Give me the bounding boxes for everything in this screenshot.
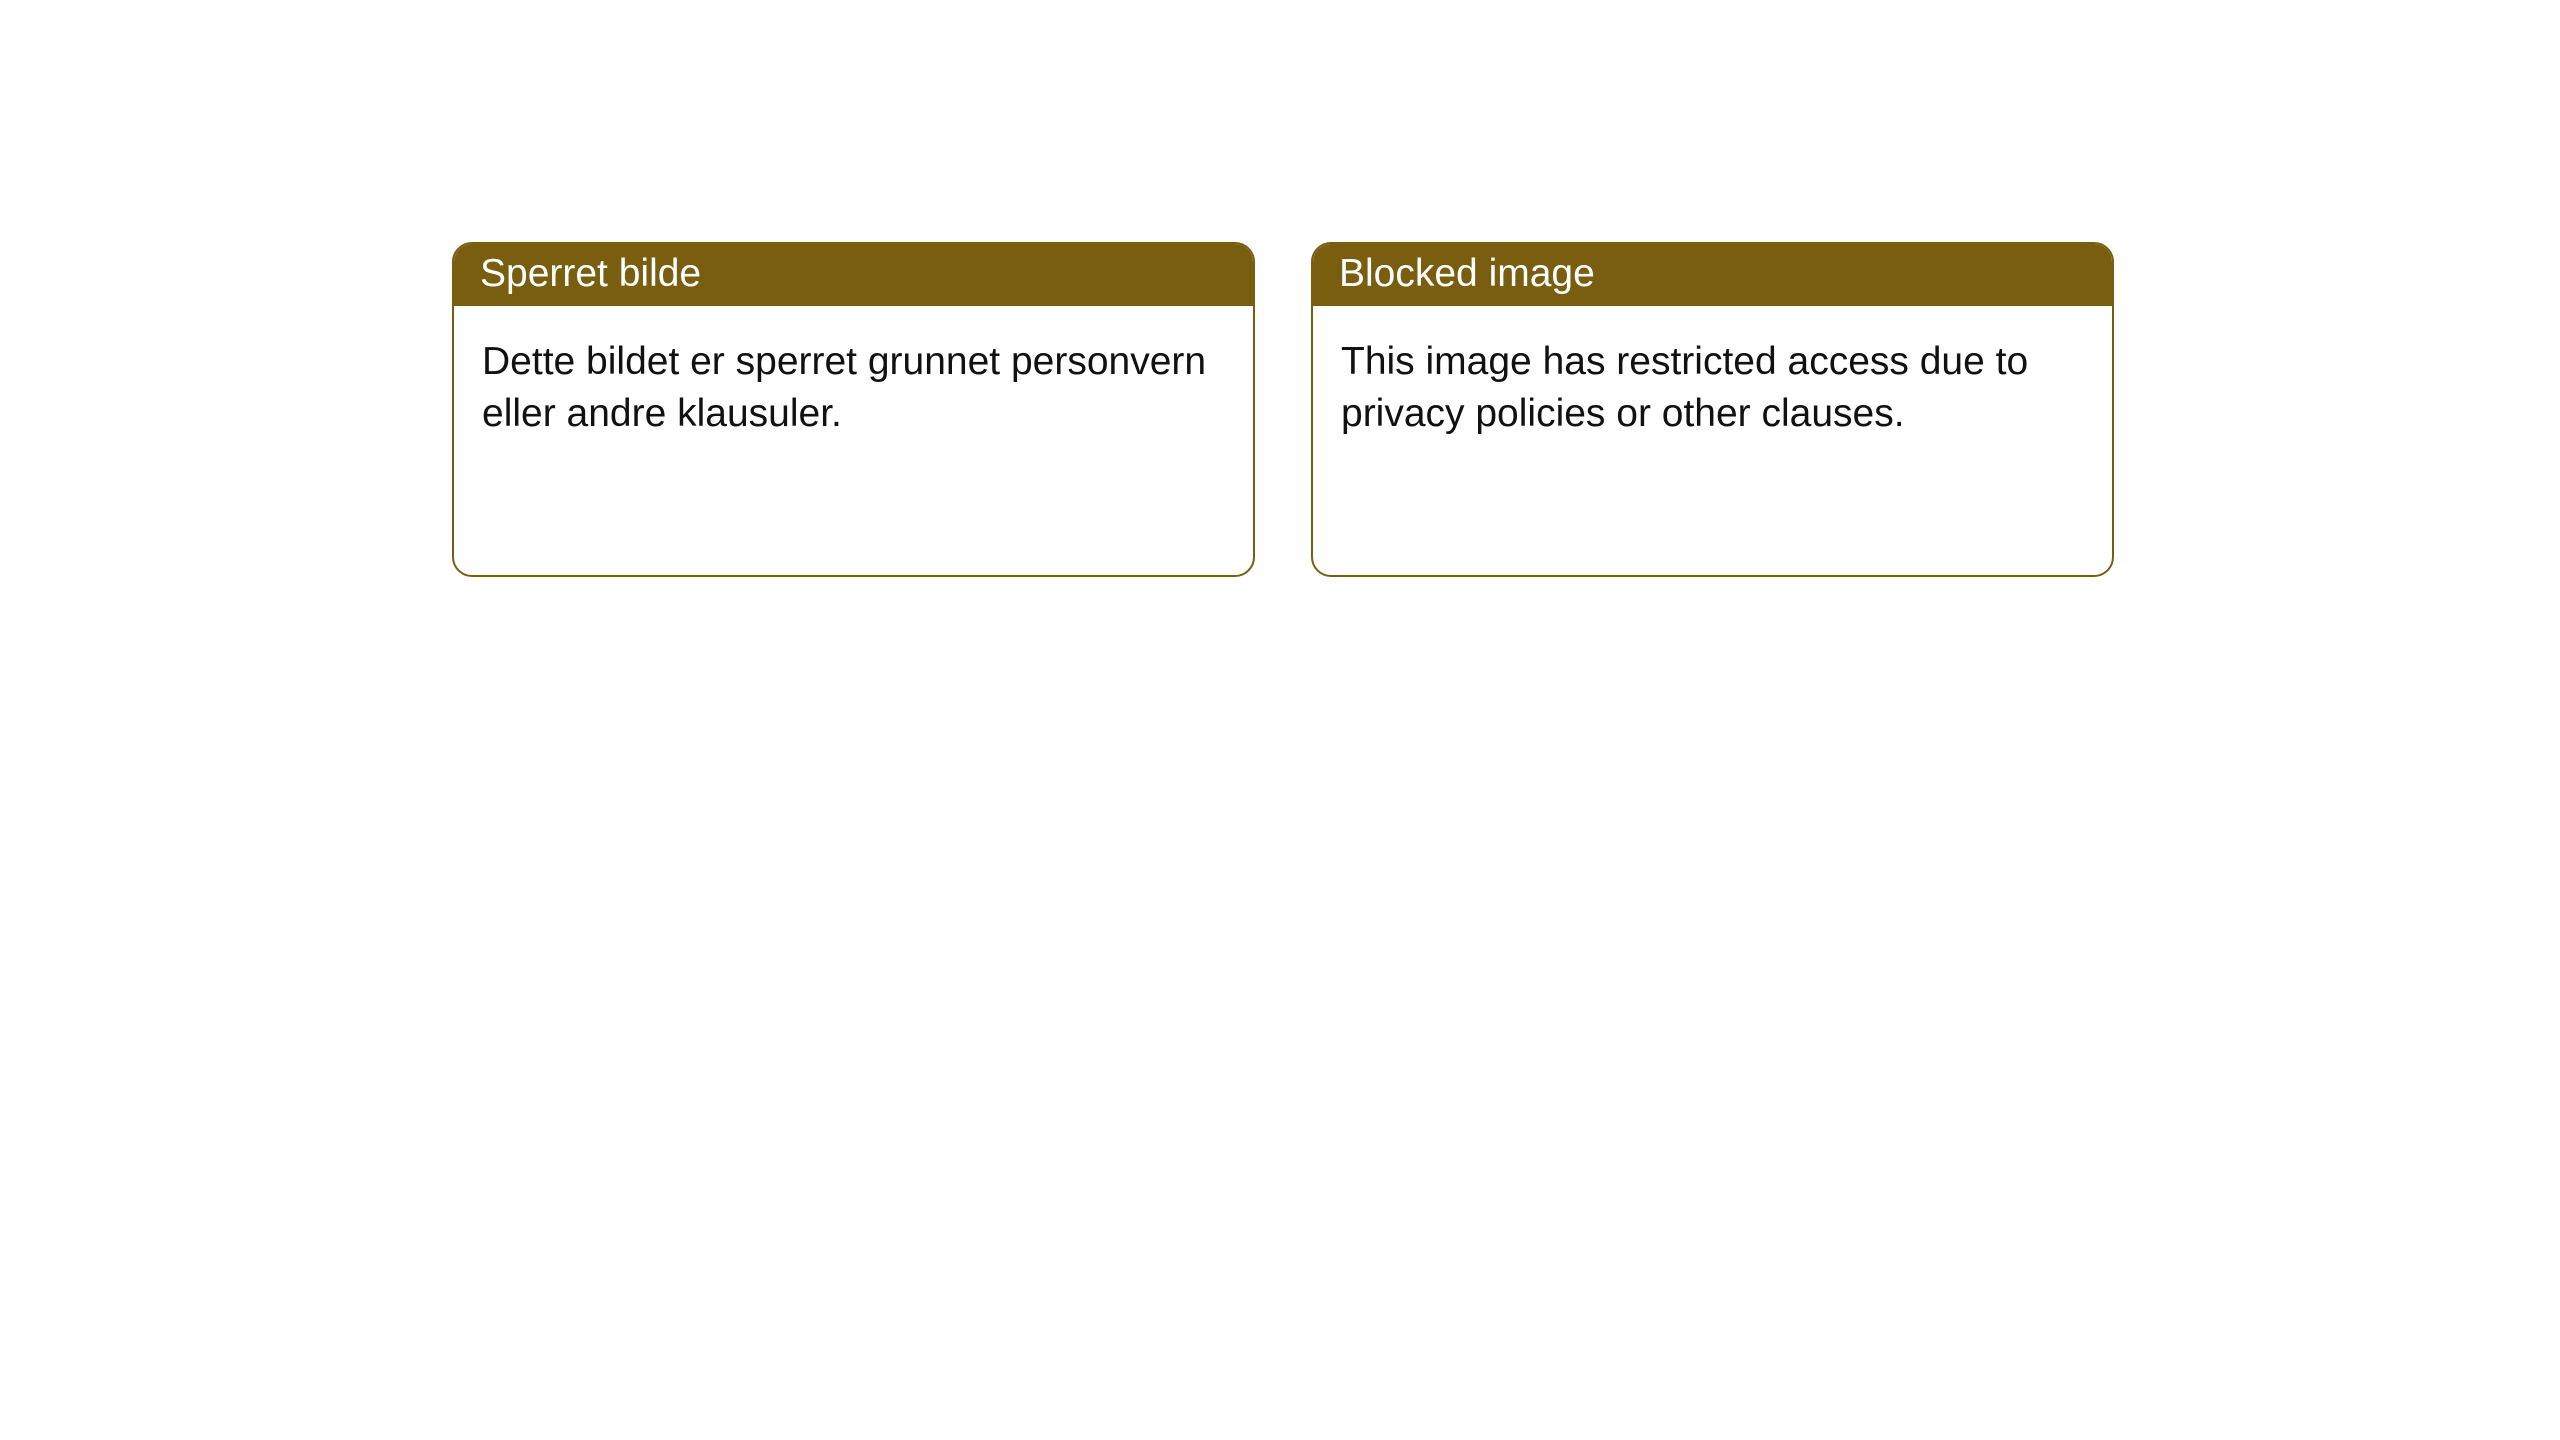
notice-container: Sperret bilde Dette bildet er sperret gr…: [0, 0, 2560, 577]
card-title: Blocked image: [1313, 244, 2112, 306]
notice-card-norwegian: Sperret bilde Dette bildet er sperret gr…: [452, 242, 1255, 577]
notice-card-english: Blocked image This image has restricted …: [1311, 242, 2114, 577]
card-body: Dette bildet er sperret grunnet personve…: [454, 306, 1253, 470]
card-title: Sperret bilde: [454, 244, 1253, 306]
card-body: This image has restricted access due to …: [1313, 306, 2112, 470]
